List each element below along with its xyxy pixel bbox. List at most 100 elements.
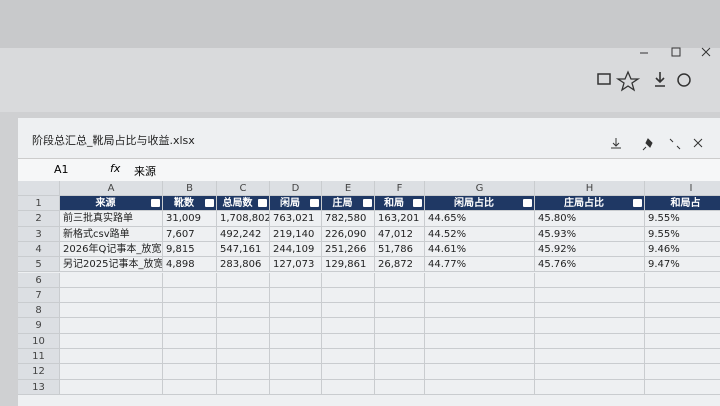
empty-cell[interactable] <box>645 349 720 365</box>
table-header-cell[interactable]: 闲局 <box>270 196 322 212</box>
empty-cell[interactable] <box>425 272 535 288</box>
empty-cell[interactable] <box>322 272 375 288</box>
table-header-cell[interactable]: 总局数 <box>217 196 270 212</box>
row-header[interactable]: 12 <box>18 364 60 380</box>
data-cell[interactable]: 219,140 <box>270 226 322 242</box>
empty-cell[interactable] <box>163 364 217 380</box>
data-cell[interactable]: 新格式csv路单 <box>60 226 163 242</box>
empty-cell[interactable] <box>270 349 322 365</box>
column-header[interactable]: A <box>60 181 163 196</box>
table-header-cell[interactable]: 庄局 <box>322 196 375 212</box>
empty-cell[interactable] <box>322 303 375 319</box>
pin-button[interactable] <box>642 138 653 151</box>
empty-cell[interactable] <box>60 272 163 288</box>
empty-cell[interactable] <box>322 349 375 365</box>
row-header[interactable]: 8 <box>18 303 60 319</box>
expand-button[interactable] <box>669 138 681 150</box>
empty-cell[interactable] <box>645 334 720 349</box>
empty-cell[interactable] <box>322 364 375 380</box>
data-cell[interactable]: 45.80% <box>535 211 645 227</box>
row-header[interactable]: 2 <box>18 211 60 227</box>
column-header[interactable]: F <box>375 181 425 196</box>
empty-cell[interactable] <box>217 333 270 349</box>
column-header[interactable]: B <box>163 181 217 196</box>
data-cell[interactable]: 2026年Q记事本_放宽 <box>60 241 163 258</box>
formula-content[interactable]: 来源 <box>134 165 156 178</box>
empty-cell[interactable] <box>217 349 270 365</box>
empty-cell[interactable] <box>60 379 163 395</box>
data-cell[interactable]: 44.52% <box>425 226 535 242</box>
empty-cell[interactable] <box>60 318 163 334</box>
profile-icon[interactable] <box>677 73 691 87</box>
empty-cell[interactable] <box>270 272 322 288</box>
data-cell[interactable]: 763,021 <box>270 211 322 227</box>
filter-dropdown[interactable] <box>523 199 532 207</box>
data-cell[interactable]: 782,580 <box>322 211 375 227</box>
empty-cell[interactable] <box>375 272 425 288</box>
empty-cell[interactable] <box>163 379 217 395</box>
row-header[interactable]: 7 <box>18 287 60 304</box>
star-icon[interactable] <box>615 70 641 92</box>
data-cell[interactable]: 251,266 <box>322 241 375 258</box>
row-header[interactable]: 13 <box>18 379 60 395</box>
empty-cell[interactable] <box>163 272 217 288</box>
data-cell[interactable]: 244,109 <box>270 241 322 258</box>
empty-cell[interactable] <box>425 287 535 304</box>
data-cell[interactable]: 9.46% <box>645 242 720 258</box>
empty-cell[interactable] <box>425 333 535 349</box>
empty-cell[interactable] <box>535 318 645 334</box>
empty-cell[interactable] <box>60 287 163 304</box>
data-cell[interactable]: 226,090 <box>322 226 375 242</box>
empty-cell[interactable] <box>425 349 535 365</box>
data-cell[interactable]: 127,073 <box>270 257 322 273</box>
column-header[interactable]: E <box>322 181 375 196</box>
data-cell[interactable]: 31,009 <box>163 211 217 227</box>
empty-cell[interactable] <box>375 287 425 304</box>
data-cell[interactable]: 前三批真实路单 <box>60 211 163 227</box>
data-cell[interactable]: 1,708,802 <box>217 211 270 227</box>
row-header[interactable]: 11 <box>18 349 60 365</box>
data-cell[interactable]: 163,201 <box>375 211 425 227</box>
empty-cell[interactable] <box>217 287 270 304</box>
data-cell[interactable]: 45.76% <box>535 257 645 273</box>
table-header-cell[interactable]: 来源 <box>60 196 163 212</box>
table-header-cell[interactable]: 闲局占比 <box>425 196 535 212</box>
filter-dropdown[interactable] <box>205 199 214 207</box>
empty-cell[interactable] <box>163 303 217 319</box>
data-cell[interactable]: 44.61% <box>425 241 535 258</box>
data-cell[interactable]: 9.55% <box>645 211 720 227</box>
empty-cell[interactable] <box>270 287 322 304</box>
row-header[interactable]: 3 <box>18 226 60 242</box>
empty-cell[interactable] <box>270 379 322 395</box>
empty-cell[interactable] <box>322 379 375 395</box>
empty-cell[interactable] <box>645 364 720 380</box>
download-button[interactable] <box>611 138 621 149</box>
empty-cell[interactable] <box>60 303 163 319</box>
empty-cell[interactable] <box>645 288 720 304</box>
close[interactable] <box>701 47 711 57</box>
empty-cell[interactable] <box>270 318 322 334</box>
data-cell[interactable]: 283,806 <box>217 257 270 273</box>
maximize[interactable] <box>671 47 681 57</box>
empty-cell[interactable] <box>217 379 270 395</box>
empty-cell[interactable] <box>425 303 535 319</box>
data-cell[interactable]: 4,898 <box>163 257 217 273</box>
data-cell[interactable]: 9.47% <box>645 257 720 273</box>
empty-cell[interactable] <box>645 380 720 395</box>
column-header[interactable]: H <box>535 181 645 196</box>
empty-cell[interactable] <box>163 333 217 349</box>
data-cell[interactable]: 51,786 <box>375 241 425 258</box>
empty-cell[interactable] <box>217 303 270 319</box>
empty-cell[interactable] <box>425 379 535 395</box>
row-header[interactable]: 1 <box>18 196 60 212</box>
empty-cell[interactable] <box>535 287 645 304</box>
filter-dropdown[interactable] <box>363 199 372 207</box>
data-cell[interactable]: 547,161 <box>217 241 270 258</box>
close-button[interactable] <box>693 138 703 148</box>
table-header-cell[interactable]: 和局占 <box>645 196 720 212</box>
table-header-cell[interactable]: 和局 <box>375 196 425 212</box>
row-header[interactable]: 9 <box>18 318 60 334</box>
empty-cell[interactable] <box>645 303 720 319</box>
column-header[interactable]: G <box>425 181 535 196</box>
filter-dropdown[interactable] <box>151 199 160 207</box>
